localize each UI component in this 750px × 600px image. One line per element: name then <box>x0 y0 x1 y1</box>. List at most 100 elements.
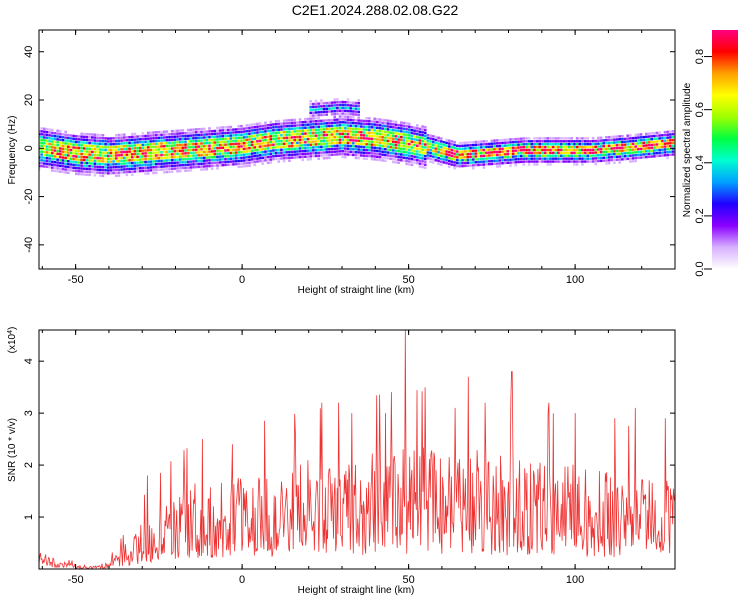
heat-cell <box>642 144 645 147</box>
heat-cell <box>314 117 318 120</box>
heat-cell <box>40 159 43 162</box>
heat-cell <box>240 127 243 131</box>
heat-cell <box>535 157 539 160</box>
heat-cell <box>352 113 355 116</box>
heat-cell <box>258 145 262 148</box>
heat-cell <box>104 151 107 155</box>
heat-cell <box>93 139 97 142</box>
heat-cell <box>618 161 622 164</box>
heat-cell <box>586 154 590 157</box>
heat-cell <box>186 131 190 135</box>
heat-cell <box>613 161 616 165</box>
heat-cell <box>117 174 121 177</box>
heat-cell <box>575 145 579 149</box>
heat-cell <box>501 156 504 159</box>
heat-cell <box>152 134 155 137</box>
heat-cell <box>445 161 448 165</box>
heat-cell <box>106 169 110 172</box>
heat-cell <box>170 158 174 162</box>
heat-cell <box>309 126 313 129</box>
heat-cell <box>328 133 331 136</box>
heat-cell <box>117 159 121 163</box>
heat-cell <box>333 109 336 113</box>
heat-cell <box>112 160 115 163</box>
heat-cell <box>229 151 233 155</box>
heat-cell <box>554 154 558 157</box>
heat-cell <box>381 150 384 153</box>
heat-cell <box>621 143 624 147</box>
heat-cell <box>261 139 265 142</box>
heat-cell <box>114 145 118 148</box>
heat-cell <box>394 138 398 141</box>
heat-cell <box>309 143 313 146</box>
heat-cell <box>655 154 659 158</box>
heat-cell <box>511 155 515 158</box>
heat-cell <box>136 170 139 173</box>
heat-cell <box>266 126 270 130</box>
heat-cell <box>56 164 59 167</box>
heat-cell <box>261 162 265 165</box>
heat-cell <box>48 160 51 163</box>
heat-cell <box>405 136 408 140</box>
heat-cell <box>434 138 438 142</box>
heat-cell <box>67 148 70 151</box>
heat-cell <box>45 145 49 148</box>
heat-cell <box>605 159 608 162</box>
heat-cell <box>288 148 291 151</box>
heat-cell <box>250 123 254 126</box>
heat-cell <box>312 108 315 112</box>
heat-cell <box>541 142 544 146</box>
heat-cell <box>173 164 177 167</box>
heat-cell <box>106 137 110 140</box>
heat-cell <box>341 112 344 115</box>
heat-cell <box>621 152 624 155</box>
heat-cell <box>133 147 137 150</box>
heat-cell <box>607 150 611 153</box>
heat-cell <box>125 150 129 154</box>
heat-cell <box>394 123 398 126</box>
heat-cell <box>272 149 275 152</box>
heat-cell <box>447 165 451 168</box>
heat-cell <box>93 145 97 148</box>
heat-cell <box>285 130 289 134</box>
heat-cell <box>53 134 57 138</box>
heat-cell <box>80 138 83 141</box>
heat-cell <box>498 153 502 156</box>
heat-cell <box>373 126 376 129</box>
heat-cell <box>487 145 491 148</box>
heat-cell <box>474 152 478 155</box>
heat-cell <box>154 160 158 163</box>
heat-cell <box>106 140 110 143</box>
heat-cell <box>429 140 432 143</box>
heat-cell <box>51 157 54 161</box>
heat-cell <box>67 171 70 175</box>
heat-cell <box>562 142 566 146</box>
heat-cell <box>82 147 86 150</box>
heat-cell <box>399 141 403 145</box>
heat-cell <box>671 153 675 156</box>
heat-cell <box>202 136 206 139</box>
heat-cell <box>397 155 400 159</box>
heat-cell <box>293 156 297 159</box>
heat-cell <box>248 161 251 164</box>
heat-cell <box>402 127 406 130</box>
heat-cell <box>658 143 661 146</box>
heat-cell <box>328 119 331 122</box>
heat-cell <box>586 142 590 146</box>
heat-cell <box>352 118 355 122</box>
heat-cell <box>272 131 275 135</box>
heat-cell <box>415 130 419 133</box>
heat-cell <box>314 120 318 123</box>
heat-cell <box>557 154 560 157</box>
heat-cell <box>72 169 75 172</box>
heat-cell <box>43 139 46 142</box>
heat-cell <box>301 152 305 156</box>
heat-cell <box>80 158 83 162</box>
heat-cell <box>471 161 475 164</box>
heat-cell <box>498 165 502 168</box>
heat-cell <box>413 135 416 138</box>
heat-cell <box>59 138 62 141</box>
heat-cell <box>160 145 163 148</box>
heat-cell <box>631 148 635 151</box>
heat-cell <box>669 139 672 142</box>
